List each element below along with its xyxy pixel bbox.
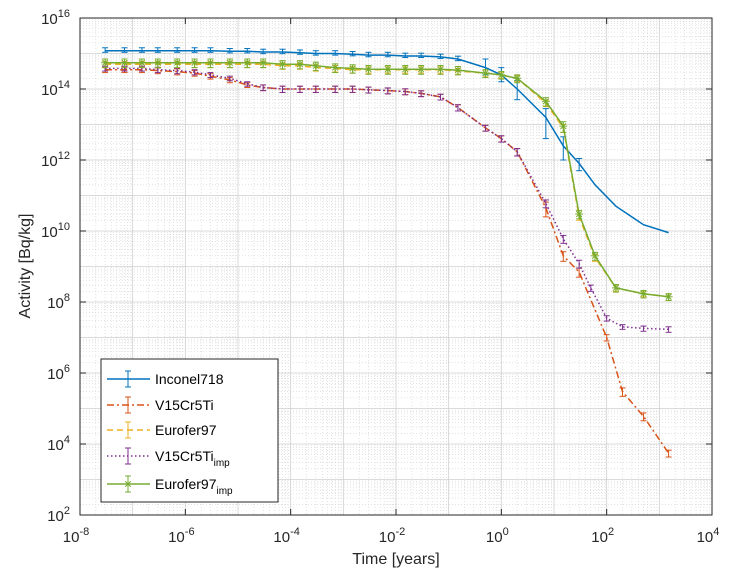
- star-marker: [138, 59, 146, 66]
- star-marker: [174, 59, 181, 66]
- legend-entry: Eurofer97: [107, 421, 217, 439]
- star-marker: [296, 61, 304, 68]
- y-tick-label: 104: [47, 434, 70, 454]
- star-marker: [259, 59, 267, 66]
- star-marker: [437, 66, 444, 73]
- star-marker: [402, 66, 409, 73]
- series-3: [102, 65, 672, 333]
- star-marker: [560, 122, 567, 130]
- star-marker: [154, 59, 161, 66]
- star-marker: [665, 293, 672, 300]
- legend-label: Eurofer97imp: [155, 476, 233, 497]
- y-tick-label: 106: [47, 363, 70, 383]
- star-marker: [101, 59, 109, 66]
- star-marker: [575, 210, 583, 218]
- y-tick-label: 1016: [41, 8, 70, 28]
- x-tick-label: 10-2: [379, 526, 405, 546]
- legend-entry: Inconel718: [107, 370, 224, 388]
- star-marker: [612, 284, 620, 292]
- star-marker: [207, 59, 214, 66]
- y-tick-label: 1012: [41, 150, 70, 170]
- legend-label: V15Cr5Ti: [155, 397, 214, 413]
- y-axis-label: Activity [Bq/kg]: [17, 214, 34, 319]
- y-tick-label: 102: [47, 505, 70, 525]
- legend: Inconel718 V15Cr5Ti Eurofer97 V15Cr5Tiimp Eu…: [100, 358, 279, 503]
- legend-entry: Eurofer97imp: [107, 475, 233, 497]
- star-marker: [279, 61, 286, 68]
- series-4: [101, 58, 673, 302]
- legend-entry: V15Cr5Ti: [107, 396, 214, 414]
- series-0: [102, 47, 669, 234]
- star-marker: [121, 59, 128, 66]
- x-axis-label: Time [years]: [352, 551, 439, 568]
- x-tick-label: 10-6: [168, 526, 194, 546]
- x-tick-label: 10-4: [273, 526, 299, 546]
- star-marker: [591, 252, 599, 259]
- y-tick-label: 1014: [41, 79, 70, 99]
- y-tick-label: 1010: [41, 221, 70, 241]
- star-marker: [640, 290, 647, 297]
- series-layer: [101, 47, 673, 458]
- star-marker: [191, 59, 198, 66]
- x-tick-labels: 10-8 10-6 10-4 10-2 100 102 104: [63, 526, 720, 546]
- star-marker: [124, 480, 132, 488]
- star-marker: [365, 66, 372, 73]
- x-tick-label: 102: [591, 526, 614, 546]
- star-marker: [332, 64, 339, 71]
- legend-entry: V15Cr5Tiimp: [107, 447, 230, 469]
- star-marker: [454, 66, 462, 74]
- star-marker: [349, 65, 356, 72]
- star-marker: [226, 59, 233, 66]
- legend-label: Inconel718: [155, 371, 224, 387]
- star-marker: [498, 71, 505, 79]
- star-marker: [384, 66, 391, 73]
- star-marker: [542, 98, 549, 105]
- y-tick-labels: 102 104 106 108 1010 1012 1014 1016: [41, 8, 70, 525]
- x-tick-label: 104: [697, 526, 720, 546]
- legend-label: V15Cr5Tiimp: [155, 448, 230, 469]
- star-marker: [514, 75, 521, 82]
- star-marker: [482, 69, 489, 77]
- tick-marks: [79, 17, 713, 516]
- x-tick-label: 10-8: [63, 526, 89, 546]
- series-line: [105, 67, 669, 331]
- y-tick-label: 108: [47, 292, 70, 312]
- x-tick-label: 100: [486, 526, 509, 546]
- star-marker: [312, 62, 319, 69]
- legend-label: Eurofer97: [155, 422, 217, 438]
- star-marker: [244, 59, 251, 66]
- star-marker: [417, 66, 425, 73]
